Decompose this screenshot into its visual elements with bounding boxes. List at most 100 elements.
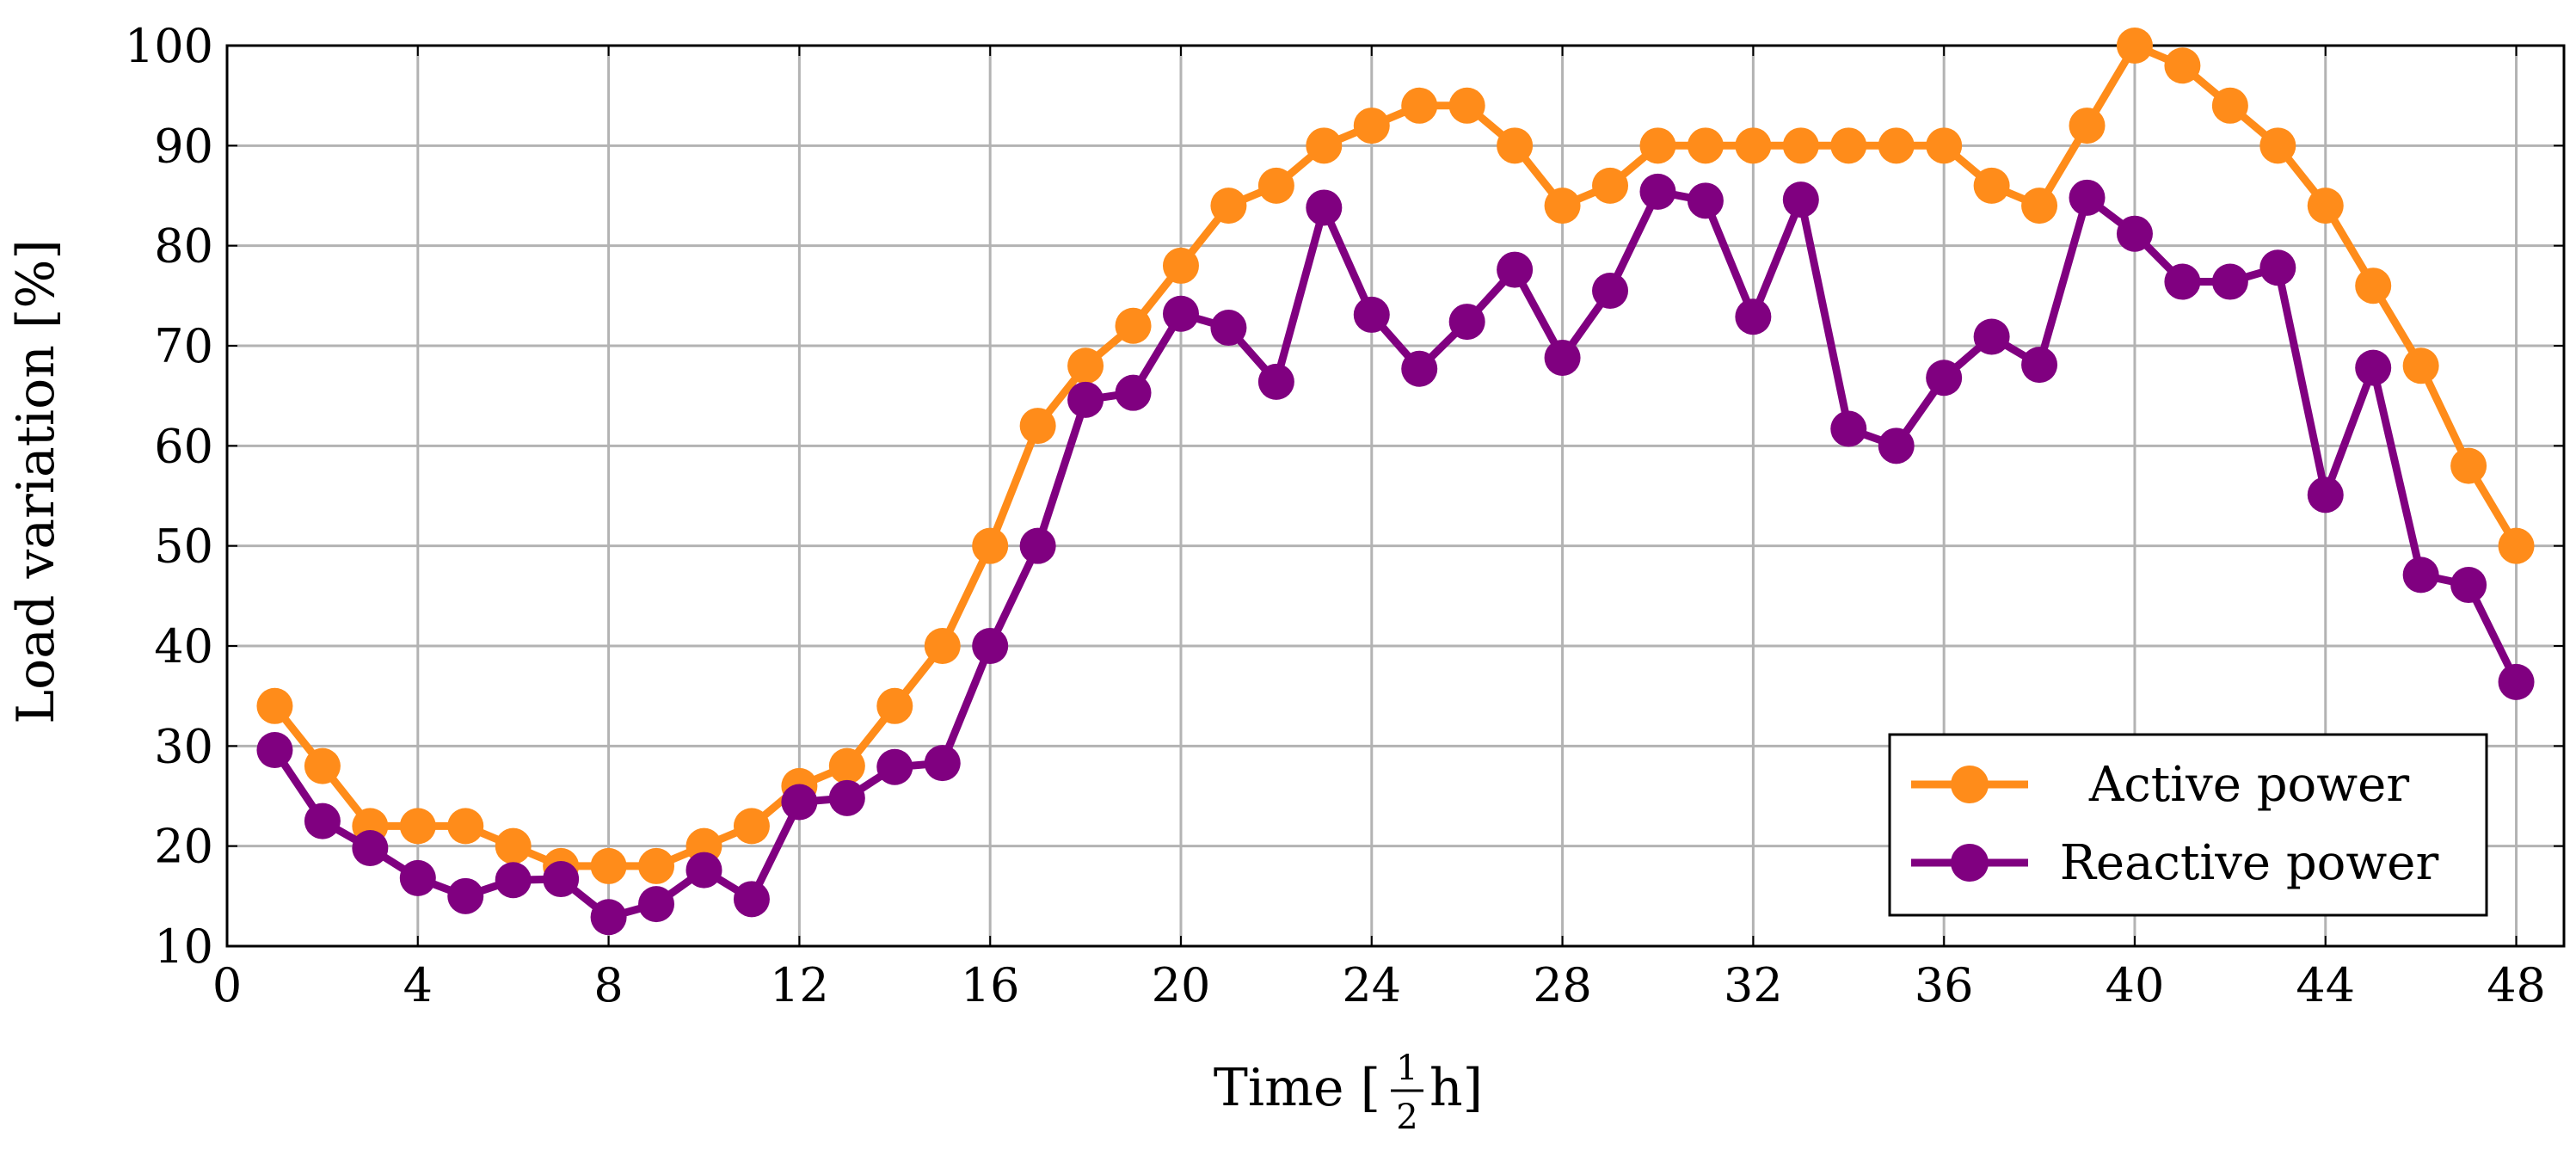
data-point-reactive-power bbox=[1306, 189, 1343, 226]
y-tick-label: 80 bbox=[154, 219, 213, 274]
data-point-active-power bbox=[495, 827, 532, 864]
x-axis-title-unit: h] bbox=[1429, 1058, 1483, 1118]
y-tick-label: 60 bbox=[154, 419, 213, 473]
x-axis-title-fraction-denominator: 2 bbox=[1396, 1098, 1417, 1137]
data-point-reactive-power bbox=[2402, 557, 2439, 593]
series-reactive-power bbox=[256, 173, 2535, 936]
y-tick-label: 40 bbox=[154, 619, 213, 673]
data-point-reactive-power bbox=[828, 779, 865, 816]
data-point-reactive-power bbox=[2116, 215, 2153, 252]
data-point-reactive-power bbox=[2307, 477, 2344, 514]
data-point-active-power bbox=[733, 808, 770, 845]
data-point-reactive-power bbox=[2211, 263, 2248, 300]
data-point-active-power bbox=[2402, 347, 2439, 384]
data-point-active-power bbox=[447, 808, 484, 845]
data-point-active-power bbox=[1497, 127, 1534, 164]
data-point-reactive-power bbox=[1782, 181, 1819, 218]
x-axis-title-prefix: Time [ bbox=[1214, 1058, 1380, 1118]
data-point-reactive-power bbox=[1878, 427, 1915, 464]
data-point-active-power bbox=[399, 808, 436, 845]
data-point-active-power bbox=[828, 747, 865, 784]
data-point-active-power bbox=[1735, 127, 1772, 164]
data-point-active-power bbox=[1306, 127, 1343, 164]
data-point-reactive-power bbox=[1544, 339, 1581, 376]
data-point-active-power bbox=[1067, 347, 1104, 384]
data-point-active-power bbox=[638, 847, 675, 884]
data-point-active-power bbox=[1448, 87, 1485, 124]
data-point-active-power bbox=[1830, 127, 1867, 164]
data-point-active-power bbox=[2498, 527, 2535, 564]
legend-marker-active-power bbox=[1951, 766, 1989, 803]
data-point-active-power bbox=[2021, 188, 2058, 224]
data-point-active-power bbox=[1687, 127, 1724, 164]
x-tick-label: 28 bbox=[1533, 958, 1592, 1012]
y-tick-labels: 10 20 30 40 50 60 70 80 90 100 bbox=[125, 19, 213, 974]
data-point-reactive-power bbox=[1448, 304, 1485, 341]
data-point-reactive-power bbox=[2498, 663, 2535, 700]
y-tick-label: 100 bbox=[125, 19, 213, 73]
data-point-reactive-power bbox=[1830, 410, 1867, 447]
data-point-active-power bbox=[1973, 167, 2010, 204]
data-point-reactive-power bbox=[2164, 263, 2201, 300]
data-point-reactive-power bbox=[1687, 182, 1724, 219]
data-point-active-power bbox=[2259, 127, 2296, 164]
data-point-active-power bbox=[2355, 268, 2392, 304]
data-point-reactive-power bbox=[2450, 567, 2487, 604]
data-point-active-power bbox=[2164, 47, 2201, 84]
data-point-active-power bbox=[2069, 108, 2106, 145]
data-point-reactive-power bbox=[304, 803, 341, 839]
data-point-active-power bbox=[1592, 167, 1629, 204]
data-point-reactive-power bbox=[352, 829, 389, 866]
data-point-reactive-power bbox=[2355, 349, 2392, 386]
series-layer bbox=[256, 28, 2535, 936]
data-point-active-power bbox=[1639, 127, 1676, 164]
data-point-active-power bbox=[256, 687, 293, 724]
y-tick-label: 30 bbox=[154, 719, 213, 773]
data-point-active-power bbox=[304, 747, 341, 784]
y-tick-label: 10 bbox=[154, 919, 213, 974]
data-point-reactive-power bbox=[1592, 273, 1629, 310]
x-tick-label: 48 bbox=[2487, 958, 2546, 1012]
x-tick-label: 44 bbox=[2296, 958, 2355, 1012]
x-tick-label: 24 bbox=[1342, 958, 1401, 1012]
data-point-reactive-power bbox=[2259, 249, 2296, 286]
data-point-reactive-power bbox=[781, 784, 818, 821]
data-point-active-power bbox=[590, 847, 627, 884]
data-point-active-power bbox=[1544, 188, 1581, 224]
data-point-reactive-power bbox=[733, 881, 770, 918]
plot-frame bbox=[225, 44, 2566, 948]
data-point-reactive-power bbox=[399, 859, 436, 896]
data-point-reactive-power bbox=[590, 899, 627, 936]
data-point-reactive-power bbox=[1973, 318, 2010, 355]
y-tick-label: 50 bbox=[154, 520, 213, 574]
data-point-reactive-power bbox=[1019, 527, 1056, 564]
data-point-reactive-power bbox=[495, 862, 532, 899]
data-point-active-power bbox=[1162, 247, 1199, 284]
data-point-active-power bbox=[1878, 127, 1915, 164]
y-tick-label: 90 bbox=[154, 119, 213, 173]
x-tick-label: 12 bbox=[770, 958, 829, 1012]
data-point-reactive-power bbox=[1497, 251, 1534, 288]
data-point-reactive-power bbox=[1353, 296, 1390, 333]
x-axis-title: Time [ 1 2 h] bbox=[1214, 1049, 1483, 1137]
data-point-active-power bbox=[924, 628, 961, 664]
y-tick-label: 20 bbox=[154, 820, 213, 874]
axis-ticks bbox=[226, 45, 2564, 947]
data-point-active-power bbox=[2307, 188, 2344, 224]
legend-label-reactive-power: Reactive power bbox=[2060, 835, 2439, 891]
data-point-reactive-power bbox=[972, 628, 1009, 664]
x-tick-label: 36 bbox=[1915, 958, 1974, 1012]
x-tick-label: 4 bbox=[403, 958, 433, 1012]
data-point-reactive-power bbox=[1639, 173, 1676, 210]
x-tick-label: 20 bbox=[1152, 958, 1211, 1012]
data-point-reactive-power bbox=[1926, 360, 1963, 397]
y-tick-label: 70 bbox=[154, 319, 213, 373]
data-point-reactive-power bbox=[1210, 310, 1247, 347]
x-tick-labels: 0 4 8 12 16 20 24 28 32 36 40 44 48 bbox=[212, 958, 2546, 1012]
x-tick-label: 8 bbox=[593, 958, 623, 1012]
legend-marker-reactive-power bbox=[1951, 844, 1989, 882]
legend-box bbox=[1888, 733, 2488, 917]
data-point-reactive-power bbox=[1735, 298, 1772, 335]
data-point-active-power bbox=[1210, 188, 1247, 224]
